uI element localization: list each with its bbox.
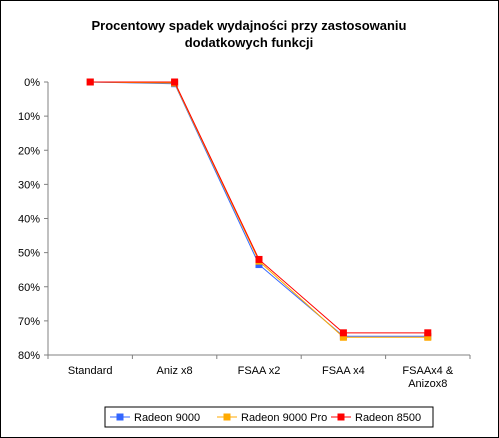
legend: Radeon 9000 Radeon 9000 Pro Radeon 8500 <box>104 406 434 428</box>
x-tick-label: Anizox8 <box>408 378 447 390</box>
legend-label: Radeon 8500 <box>355 412 421 424</box>
legend-swatch-marker <box>337 413 345 421</box>
series-lines <box>86 78 432 341</box>
chart-title-line: Procentowy spadek wydajności przy zastos… <box>92 18 407 33</box>
y-tick-label: 30% <box>18 179 40 191</box>
legend-swatch-marker <box>223 413 231 421</box>
legend-box <box>104 406 434 428</box>
x-tick-label: Standard <box>68 365 113 377</box>
series-line <box>90 81 428 334</box>
x-tick-label: FSAAx4 & <box>402 365 453 377</box>
x-tick-label: Aniz x8 <box>157 365 193 377</box>
y-tick-label: 0% <box>24 77 40 89</box>
x-tick-label: FSAA x2 <box>238 365 281 377</box>
series-line <box>90 81 428 337</box>
data-point <box>255 255 263 263</box>
legend-swatch-marker <box>116 413 124 421</box>
x-tick-label: FSAA x4 <box>322 365 365 377</box>
data-point <box>339 329 347 337</box>
y-tick-label: 10% <box>18 111 40 123</box>
y-tick-label: 20% <box>18 145 40 157</box>
y-tick-label: 60% <box>18 282 40 294</box>
data-point <box>424 329 432 337</box>
chart-title: Procentowy spadek wydajności przy zastos… <box>92 18 407 50</box>
legend-label: Radeon 9000 <box>134 412 200 424</box>
axes: 0% 10% 20% 30% 40% 50% 60% 70% 80% Standard Aniz x… <box>18 77 471 390</box>
y-tick-label: 50% <box>18 248 40 260</box>
y-tick-label: 70% <box>18 316 40 328</box>
y-tick-label: 80% <box>18 350 40 362</box>
y-tick-label: 40% <box>18 214 40 226</box>
data-point <box>171 78 179 86</box>
chart-title-line: dodatkowych funkcji <box>185 35 314 50</box>
data-point <box>86 78 94 86</box>
series-line <box>90 81 428 338</box>
legend-label: Radeon 9000 Pro <box>241 412 327 424</box>
